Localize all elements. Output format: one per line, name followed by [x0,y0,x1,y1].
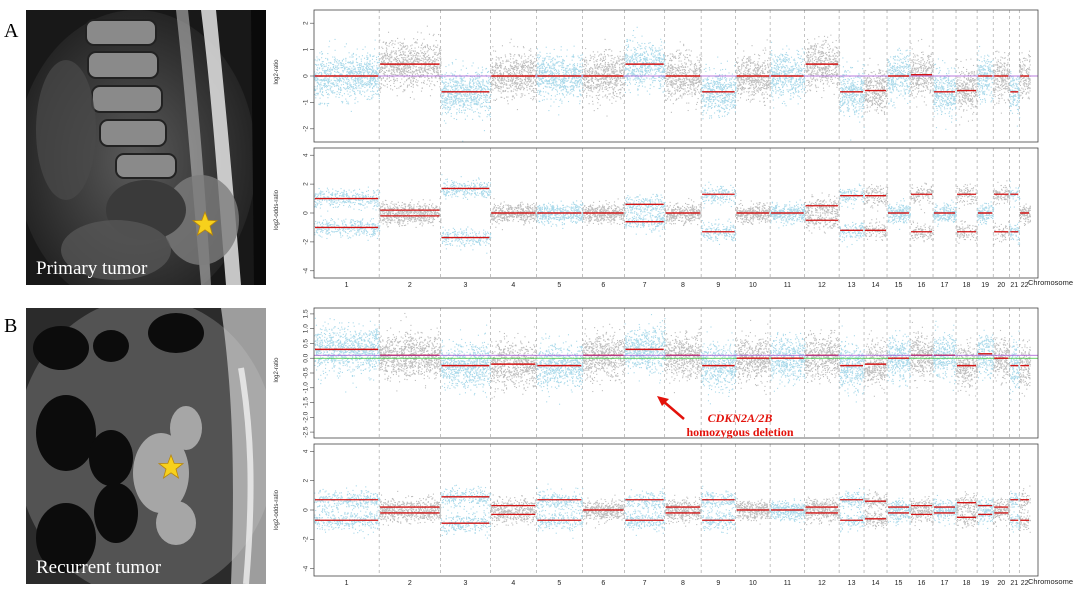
panel-b-xlabel: Chromosome [1028,577,1073,586]
chromosome-label-1: 1 [345,282,349,289]
panel-a-top-ytick: 1 [303,47,310,51]
chromosome-label-18: 18 [963,282,971,289]
panel-a-bottom-ytick: 0 [303,211,310,215]
panel-a-chromosome-labels: 1 2 3 4 5 6 7 8 9 10 11 12 13 14 15 16 17 18 19 20 21 22 [345,282,1029,289]
chromosome-label-9: 9 [716,580,720,587]
chromosome-label-12: 12 [818,580,826,587]
chromosome-label-15: 15 [895,580,903,587]
chromosome-label-1: 1 [345,580,349,587]
chromosome-label-7: 7 [643,580,647,587]
star-icon [192,211,218,236]
chromosome-label-14: 14 [872,580,880,587]
annotation-gene-name: CDKN2A/2B [708,411,773,425]
chromosome-label-5: 5 [557,282,561,289]
panel-b-top-ytick: 0.5 [303,339,310,348]
panel-b-cnv-plots: log2-ratio log2-odds-ratio Chromosome 1.… [274,307,1073,587]
panel-a-bottom-points [314,174,1031,254]
panel-b-chromosome-labels: 1 2 3 4 5 6 7 8 9 10 11 12 13 14 15 16 17 18 19 20 21 22 [345,580,1029,587]
chromosome-label-11: 11 [784,580,791,587]
chromosome-label-7: 7 [643,282,647,289]
chromosome-label-13: 13 [848,580,856,587]
panel-b-bottom-points [314,483,1031,539]
panel-a-xlabel: Chromosome [1028,278,1073,287]
chromosome-label-19: 19 [981,580,989,587]
panel-letter-b: B [4,315,17,338]
chromosome-label-3: 3 [463,282,467,289]
chromosome-label-21: 21 [1010,282,1018,289]
chromosome-label-21: 21 [1010,580,1018,587]
panel-a-top-points [314,25,1032,142]
panel-b-top-ytick: 1.5 [303,309,310,318]
chromosome-label-6: 6 [601,282,605,289]
chromosome-label-14: 14 [872,282,880,289]
panel-b-bottom-ytick: -4 [303,565,310,571]
chromosome-label-16: 16 [918,580,926,587]
chromosome-label-10: 10 [749,282,757,289]
panel-letter-a: A [4,20,18,43]
panel-a-top-ytick: -1 [303,99,310,105]
panel-a-bottom-axes: 4 2 0 -2 -4 [303,147,1039,279]
panel-b-bottom-ytick: 4 [303,449,310,453]
panel-b-top-ytick: -2.5 [303,426,310,438]
chromosome-label-16: 16 [918,282,926,289]
panel-b-top-ytick: -0.5 [303,367,310,379]
panel-a-bottom-ytick: 4 [303,153,310,157]
chromosome-label-8: 8 [681,580,685,587]
chromosome-label-3: 3 [463,580,467,587]
panel-a-top-ytick: 0 [303,74,310,78]
chromosome-label-17: 17 [941,580,949,587]
panel-b-bottom-ytick: -2 [303,536,310,542]
chromosome-label-19: 19 [981,282,989,289]
chromosome-label-4: 4 [511,282,515,289]
panel-b-top-ytick: 0.0 [303,353,310,362]
primary-tumor-mri-image: Primary tumor [26,10,266,285]
chromosome-label-2: 2 [408,580,412,587]
chromosome-label-20: 20 [997,580,1005,587]
annotation-deletion-text: homozygous deletion [686,425,793,439]
cdkn2a-annotation: CDKN2A/2B homozygous deletion [657,396,794,439]
chromosome-label-20: 20 [997,282,1005,289]
panel-a-bottom-ytick: 2 [303,182,310,186]
panel-a-bottom-ylabel: log2-odds-ratio [274,189,280,230]
recurrent-tumor-label: Recurrent tumor [36,557,161,579]
star-icon [158,454,184,479]
chromosome-label-12: 12 [818,282,826,289]
panel-b-top-ytick: -1.0 [303,382,310,394]
chromosome-label-15: 15 [895,282,903,289]
panel-b-top-ylabel: log2-ratio [274,357,280,383]
chromosome-label-6: 6 [601,580,605,587]
chromosome-label-10: 10 [749,580,757,587]
chromosome-label-2: 2 [408,282,412,289]
panel-a-bottom-ytick: -4 [303,268,310,274]
panel-b-bottom-axes: 4 2 0 -2 -4 [303,443,1039,577]
chromosome-label-11: 11 [784,282,791,289]
chromosome-label-22: 22 [1021,282,1029,289]
panel-a-top-axes: 2 1 0 -1 -2 [303,9,1039,143]
chromosome-label-18: 18 [963,580,971,587]
panel-b-top-axes: 1.5 1.0 0.5 0.0 -0.5 -1.0 -1.5 -2.0 -2.5 [303,307,1039,439]
panel-b-top-ytick: -1.5 [303,397,310,409]
chromosome-label-22: 22 [1021,580,1029,587]
panel-b-top-ytick: 1.0 [303,324,310,333]
panel-b-bottom-ytick: 2 [303,478,310,482]
panel-b-bottom-ytick: 0 [303,508,310,512]
chromosome-label-4: 4 [511,580,515,587]
chromosome-label-8: 8 [681,282,685,289]
chromosome-label-9: 9 [716,282,720,289]
chromosome-label-5: 5 [557,580,561,587]
panel-b-bottom-ylabel: log2-odds-ratio [274,489,280,530]
panel-b-top-ytick: -2.0 [303,411,310,423]
chromosome-label-13: 13 [848,282,856,289]
panel-a-cnv-plots: log2-ratio log2-odds-ratio Chromosome 21… [274,9,1073,289]
recurrent-tumor-mri-image: Recurrent tumor [26,308,266,584]
panel-b-top-points [314,312,1032,413]
panel-a-top-ytick: -2 [303,126,310,132]
panel-a-top-ylabel: log2-ratio [274,59,280,85]
primary-tumor-label: Primary tumor [36,258,147,280]
panel-a-top-ytick: 2 [303,21,310,25]
chromosome-label-17: 17 [941,282,949,289]
panel-a-bottom-ytick: -2 [303,239,310,245]
